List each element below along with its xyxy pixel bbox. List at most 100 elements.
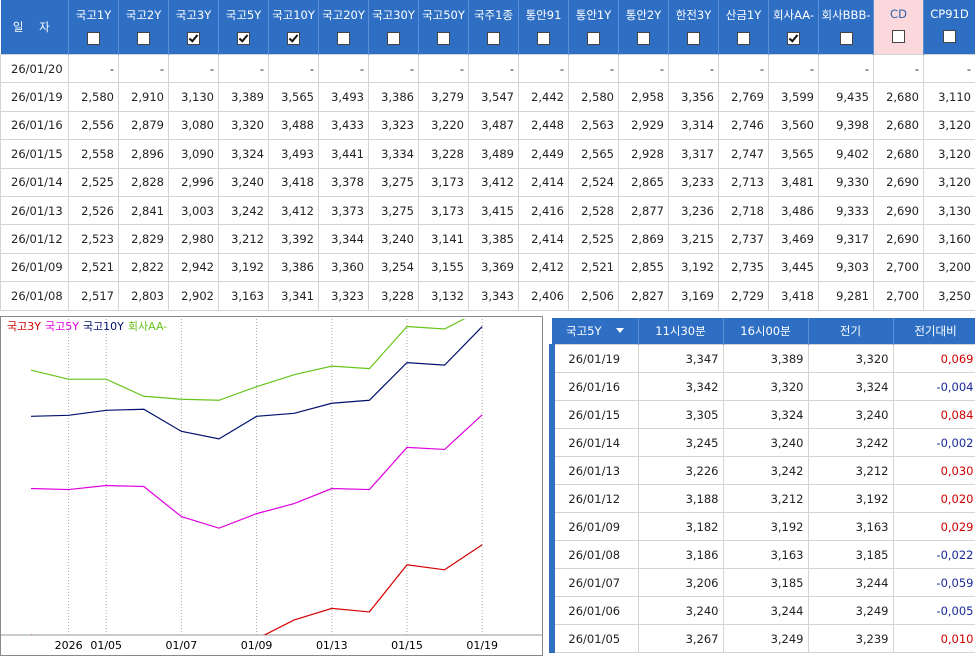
cell: -0,005 xyxy=(892,596,975,625)
value-cell: 3,320 xyxy=(218,110,269,141)
checkbox[interactable] xyxy=(637,32,650,45)
value-cell: 2,713 xyxy=(718,167,769,197)
value-cell: - xyxy=(418,53,469,84)
checkbox[interactable] xyxy=(337,32,350,45)
value-cell: 3,441 xyxy=(318,139,369,169)
series-line xyxy=(31,544,483,635)
value-cell: 2,827 xyxy=(618,281,669,311)
column-header: 한전3Y xyxy=(668,0,719,55)
checkbox[interactable] xyxy=(537,32,550,45)
checkbox[interactable] xyxy=(487,32,500,45)
value-cell: 3,565 xyxy=(268,82,319,112)
value-cell: 3,317 xyxy=(668,139,719,169)
date-cell: 26/01/16 xyxy=(0,110,69,141)
column-label: CP91D xyxy=(930,7,969,21)
checkbox[interactable] xyxy=(437,32,450,45)
value-cell: 3,360 xyxy=(318,252,369,283)
value-cell: 9,317 xyxy=(818,224,874,254)
checkbox[interactable] xyxy=(87,32,100,45)
value-cell: 3,481 xyxy=(768,167,819,197)
value-cell: 2,822 xyxy=(118,252,169,283)
cell: 0,030 xyxy=(892,456,975,485)
cell: 3,342 xyxy=(637,372,724,401)
value-cell: 3,192 xyxy=(218,252,269,283)
row: 26/01/19 2,580 2,910 3,130 3,389 3,565 3,493 3,… xyxy=(0,82,975,112)
checkbox[interactable] xyxy=(387,32,400,45)
value-cell: 9,330 xyxy=(818,167,874,197)
checkbox[interactable] xyxy=(237,32,250,45)
checkbox[interactable] xyxy=(787,32,800,45)
value-cell: 3,173 xyxy=(418,195,469,226)
checkbox[interactable] xyxy=(737,32,750,45)
column-label: 통안91 xyxy=(525,8,562,22)
cell: 3,242 xyxy=(722,456,809,485)
column-header: 국고5Y xyxy=(218,0,269,55)
value-cell: 3,385 xyxy=(468,224,519,254)
checkbox[interactable] xyxy=(892,30,905,43)
cell: 0,020 xyxy=(892,484,975,513)
checkbox[interactable] xyxy=(287,32,300,45)
value-cell: 2,879 xyxy=(118,110,169,141)
x-tick-label: 01/13 xyxy=(316,639,348,652)
x-tick-label: 01/07 xyxy=(166,639,198,652)
column-header: 국주1종 xyxy=(468,0,519,55)
cell: 26/01/12 xyxy=(549,484,639,513)
value-cell: 2,524 xyxy=(568,167,619,197)
value-cell: 2,565 xyxy=(568,139,619,169)
cell: 3,226 xyxy=(637,456,724,485)
value-cell: 3,160 xyxy=(923,224,975,254)
column-label: 국고10Y xyxy=(272,8,315,22)
value-cell: - xyxy=(718,53,769,84)
cell: 3,242 xyxy=(807,428,894,457)
value-cell: 3,415 xyxy=(468,195,519,226)
value-cell: 2,521 xyxy=(68,252,119,283)
value-cell: 3,599 xyxy=(768,82,819,112)
value-cell: 2,877 xyxy=(618,195,669,226)
value-cell: 2,700 xyxy=(873,281,924,311)
checkbox[interactable] xyxy=(187,32,200,45)
value-cell: - xyxy=(368,53,419,84)
value-cell: 2,521 xyxy=(568,252,619,283)
value-cell: 2,406 xyxy=(518,281,569,311)
rate-table: 일 자 국고1Y 국고2Y 국고3Y 국고5Y 국고10Y 국고20Y 국고30Y 국고50Y 국… xyxy=(0,0,975,311)
checkbox[interactable] xyxy=(943,30,956,43)
value-cell: - xyxy=(873,53,924,84)
row: 26/01/09 2,521 2,822 2,942 3,192 3,386 3,360 3,… xyxy=(0,252,975,283)
value-cell: - xyxy=(518,53,569,84)
value-cell: 2,558 xyxy=(68,139,119,169)
row: 26/01/16 3,342 3,320 3,324 -0,004 xyxy=(549,372,975,401)
value-cell: 2,896 xyxy=(118,139,169,169)
row: 26/01/06 3,240 3,244 3,249 -0,005 xyxy=(549,596,975,625)
value-cell: 3,489 xyxy=(468,139,519,169)
column-label: 전기대비 xyxy=(914,324,957,338)
checkbox[interactable] xyxy=(687,32,700,45)
value-cell: 2,414 xyxy=(518,167,569,197)
value-cell: 2,563 xyxy=(568,110,619,141)
value-cell: 3,279 xyxy=(418,82,469,112)
value-cell: - xyxy=(768,53,819,84)
value-cell: - xyxy=(68,53,119,84)
column-header: 11시30분 xyxy=(638,318,724,345)
value-cell: 2,929 xyxy=(618,110,669,141)
cell: 26/01/19 xyxy=(549,344,639,373)
column-label: 회사AA- xyxy=(772,8,815,22)
column-label: 한전3Y xyxy=(675,8,712,22)
value-cell: 3,169 xyxy=(668,281,719,311)
value-cell: 3,275 xyxy=(368,195,419,226)
cell: 3,324 xyxy=(722,400,809,429)
checkbox[interactable] xyxy=(839,32,853,45)
row: 26/01/07 3,206 3,185 3,244 -0,059 xyxy=(549,568,975,597)
value-cell: 3,469 xyxy=(768,224,819,254)
chart-panel: 2026 01/05 01/07 01/09 01/13 01/15 01/19 국고3Y 국고… xyxy=(0,316,543,656)
value-cell: 9,333 xyxy=(818,195,874,226)
value-cell: 2,700 xyxy=(873,252,924,283)
value-cell: 2,737 xyxy=(718,224,769,254)
value-cell: 3,356 xyxy=(668,82,719,112)
cell: 26/01/16 xyxy=(549,372,639,401)
column-label: 16시00분 xyxy=(740,324,791,338)
column-header: 통안91 xyxy=(518,0,569,55)
checkbox[interactable] xyxy=(587,32,600,45)
value-cell: 2,958 xyxy=(618,82,669,112)
value-cell: 3,233 xyxy=(668,167,719,197)
checkbox[interactable] xyxy=(137,32,150,45)
